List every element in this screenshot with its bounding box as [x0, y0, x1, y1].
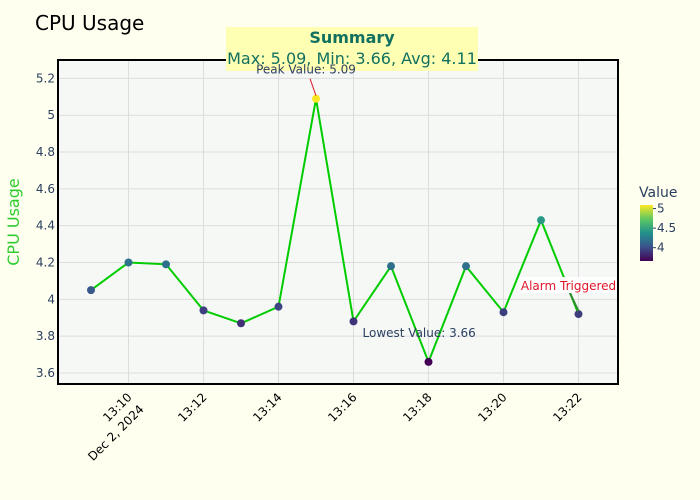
- chart-title: CPU Usage: [35, 11, 144, 35]
- data-point: [199, 306, 208, 315]
- summary-text: Max: 5.09, Min: 3.66, Avg: 4.11: [227, 49, 477, 68]
- alarm-annotation: Alarm Triggered: [521, 279, 616, 293]
- data-point: [387, 262, 395, 271]
- data-point: [237, 319, 245, 328]
- peak-annotation: Peak Value: 5.09: [256, 63, 356, 77]
- data-point: [574, 310, 583, 319]
- y-tick-label: 4.8: [36, 145, 55, 159]
- grid: [58, 60, 618, 384]
- y-tick-label: 5: [47, 108, 55, 122]
- data-point: [274, 302, 283, 311]
- y-tick-label: 5.2: [36, 71, 55, 85]
- data-point: [537, 216, 545, 225]
- y-tick-label: 4.6: [36, 182, 55, 196]
- lowest-annotation: Lowest Value: 3.66: [363, 326, 476, 340]
- y-axis-label: CPU Usage: [4, 178, 23, 265]
- y-tick-label: 3.6: [36, 366, 55, 380]
- colorbar-tick-label: 4: [657, 241, 665, 255]
- colorbar-title: Value: [639, 185, 677, 201]
- peak-arrow: [309, 78, 317, 96]
- y-tick-label: 4: [47, 292, 55, 306]
- summary-background: [226, 27, 478, 71]
- summary-title: Summary: [309, 28, 395, 47]
- y-tick-label: 4.2: [36, 256, 55, 270]
- alarm-arrow: [567, 289, 580, 312]
- y-tick-label: 3.8: [36, 329, 55, 343]
- colorbar: Value 44.55: [639, 185, 677, 261]
- series-line: [90, 98, 580, 365]
- annotations: Peak Value: 5.09 Lowest Value: 3.66 Alar…: [256, 63, 617, 340]
- plot-area: [58, 60, 618, 384]
- colorbar-ticks: 44.55: [653, 202, 676, 255]
- colorbar-gradient: [640, 205, 653, 261]
- data-point: [462, 262, 470, 271]
- data-point: [124, 258, 133, 267]
- colorbar-tick-label: 5: [657, 202, 665, 216]
- data-point: [87, 286, 95, 295]
- data-point: [312, 94, 320, 103]
- colorbar-tick-label: 4.5: [657, 221, 676, 235]
- data-point: [162, 260, 170, 269]
- data-points: [87, 94, 583, 366]
- y-tick-labels: 3.6 3.8 4 4.2 4.4 4.6 4.8 5 5.2: [36, 71, 55, 380]
- data-point: [424, 357, 433, 366]
- data-point: [499, 308, 508, 317]
- y-tick-label: 4.4: [36, 219, 55, 233]
- alarm-label-background: [520, 277, 617, 294]
- summary-box: Summary Max: 5.09, Min: 3.66, Avg: 4.11: [226, 27, 478, 71]
- data-point: [349, 317, 358, 326]
